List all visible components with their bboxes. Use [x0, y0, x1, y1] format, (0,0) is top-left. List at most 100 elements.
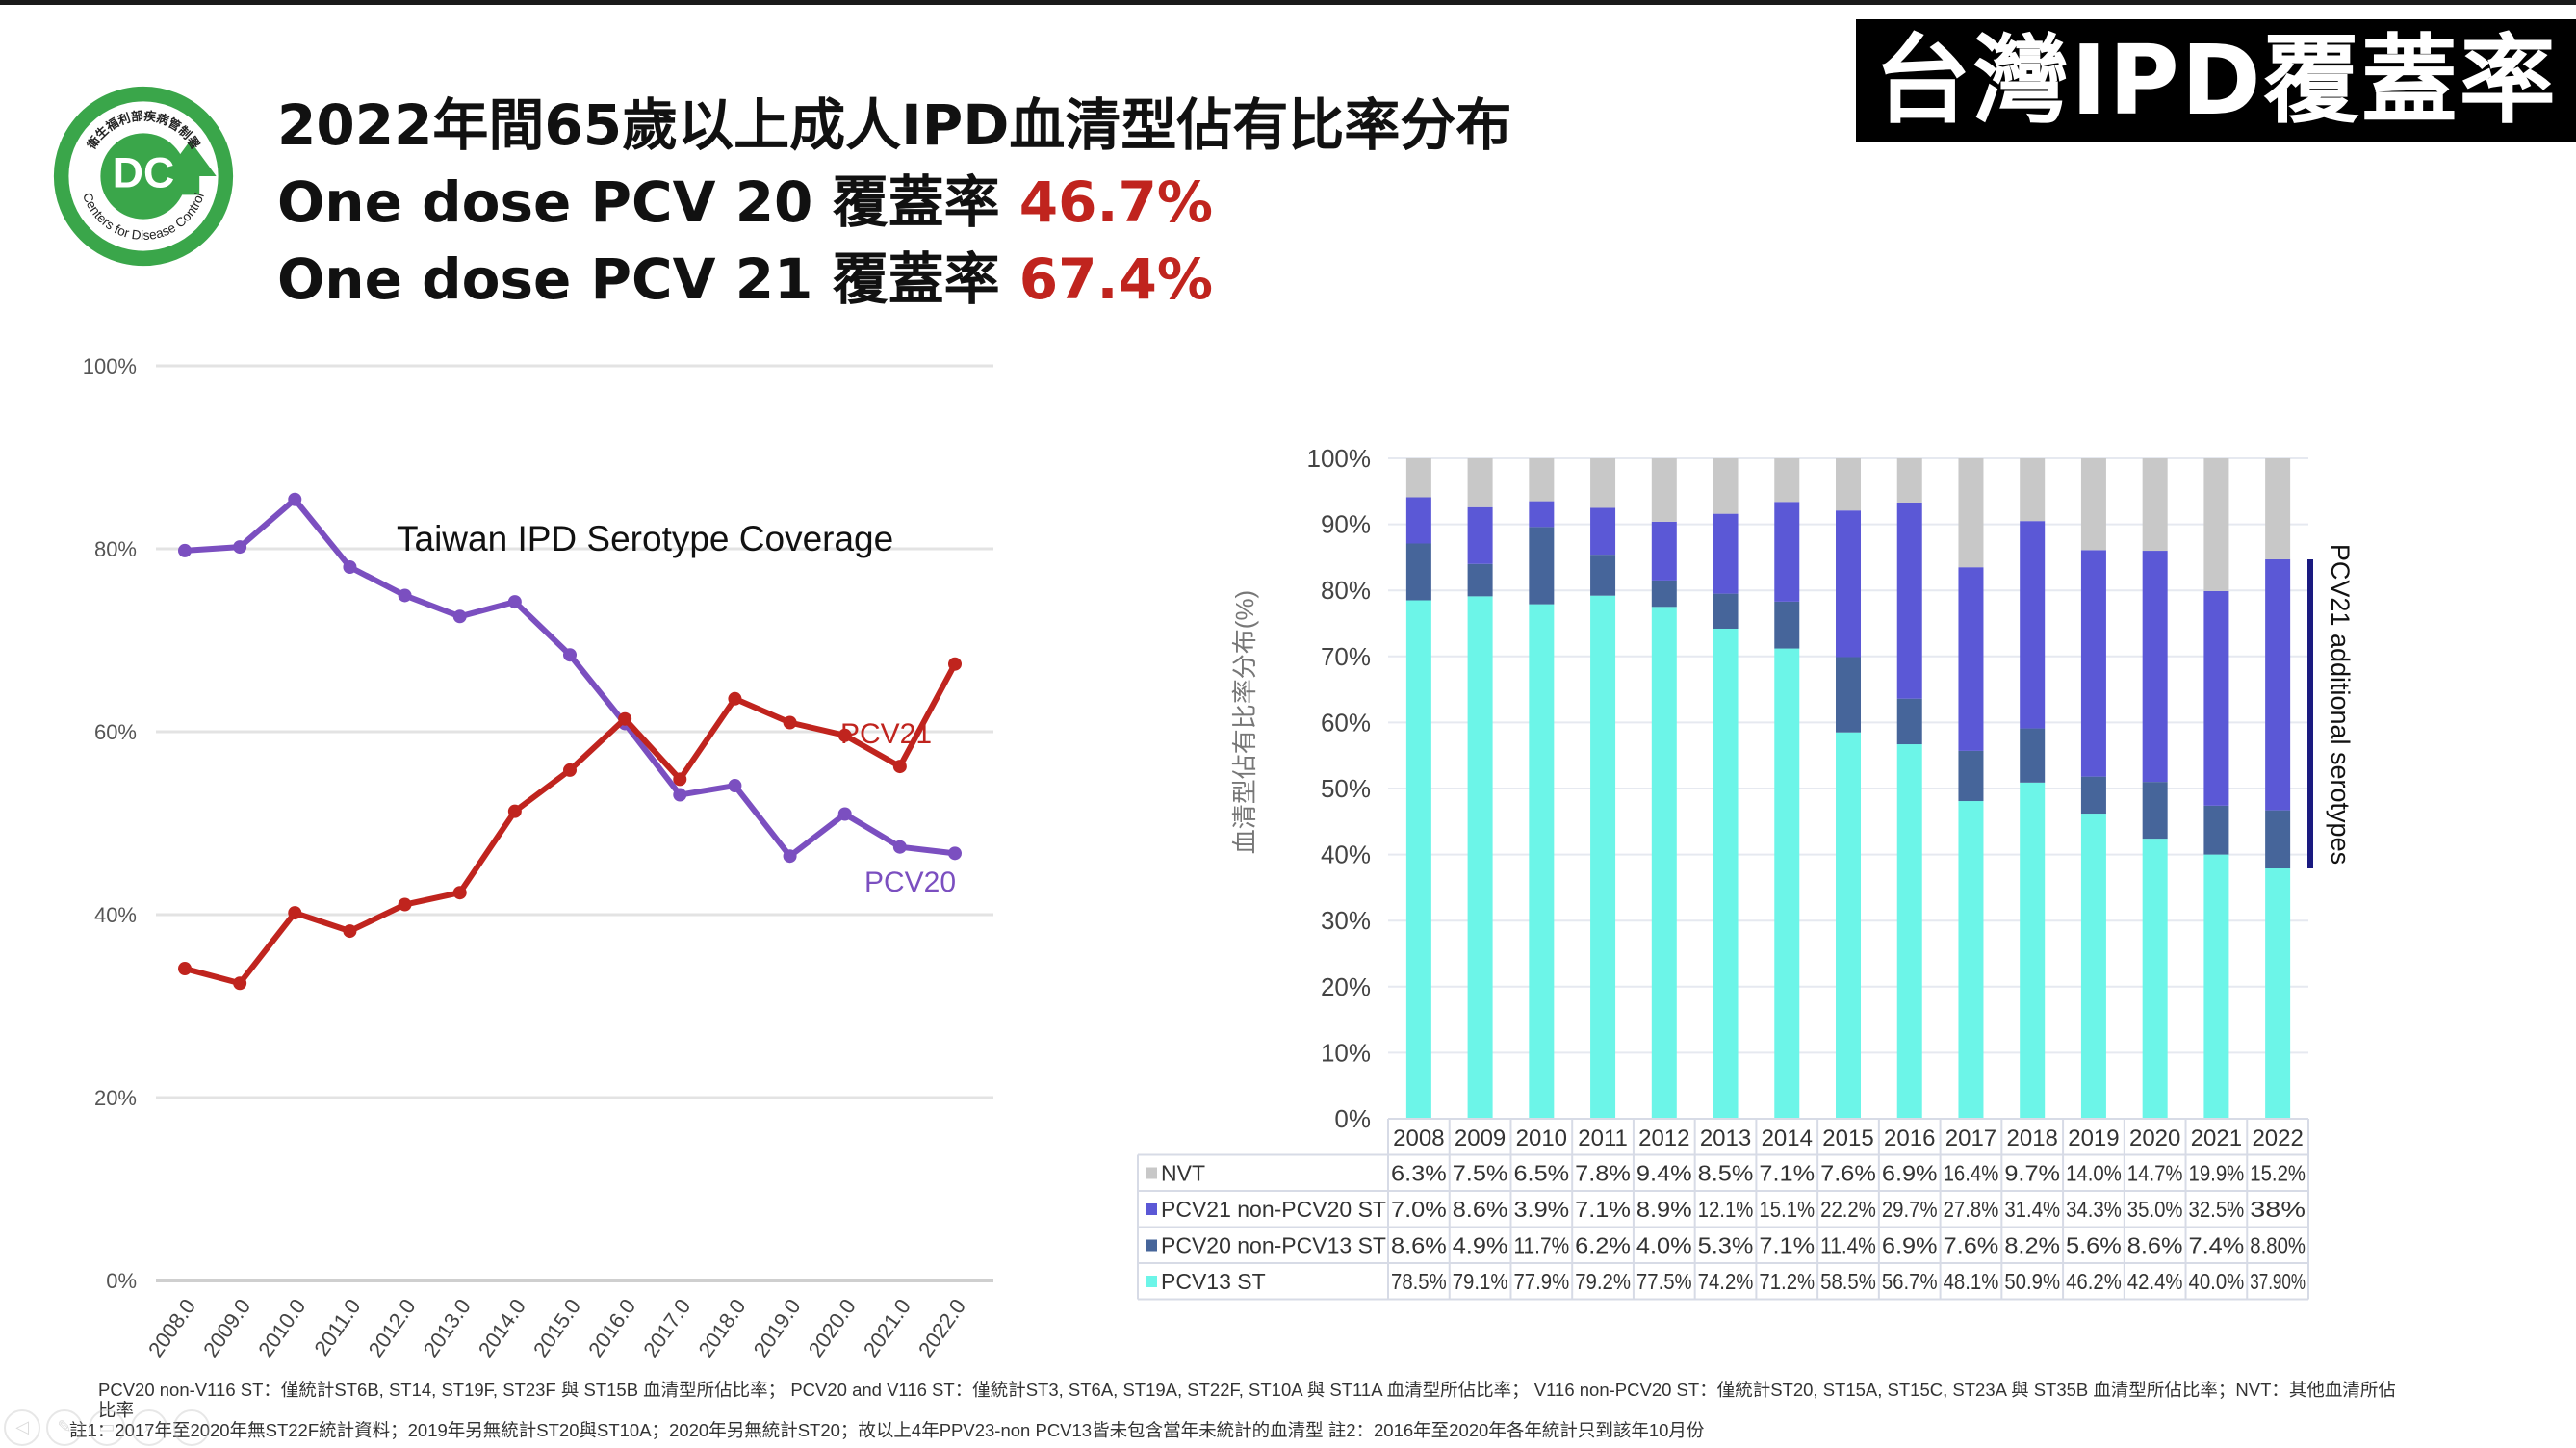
table-cell-value: 6.3%: [1391, 1161, 1447, 1186]
line-chart-title: Taiwan IPD Serotype Coverage: [397, 519, 893, 558]
y-tick-label: 90%: [1321, 510, 1371, 539]
pen-button[interactable]: ✎: [46, 1409, 83, 1446]
menu-button[interactable]: ⋯: [173, 1409, 210, 1446]
table-cell-value: 48.1%: [1944, 1269, 1999, 1294]
x-tick-label: 2019.0: [749, 1295, 806, 1361]
table-year-header: 2022: [2252, 1125, 2303, 1151]
table-year-header: 2014: [1762, 1125, 1813, 1151]
bar-segment-pcv13-st: [2080, 814, 2106, 1119]
table-cell-value: 34.3%: [2066, 1197, 2122, 1222]
table-cell-value: 6.9%: [1882, 1233, 1938, 1258]
pcv21-additional-annotation: PCV21 additional serotypes: [2326, 544, 2355, 865]
bar-segment-pcv13-st: [1529, 604, 1555, 1119]
data-point-pcv20: [288, 492, 302, 506]
bar-segment-nvt: [1467, 458, 1493, 507]
bar-segment-nvt: [1896, 458, 1922, 503]
y-tick-label: 100%: [83, 354, 137, 378]
table-year-header: 2017: [1945, 1125, 1996, 1151]
pcv20-coverage-line: One dose PCV 20 覆蓋率 46.7%: [277, 164, 1511, 241]
bar-chart-data-table: 2008 2009 2010 2011 2012 2013 2014 2015 2016 2017…: [1137, 1118, 2309, 1301]
bar-segment-pcv21-non-pcv20-st: [2020, 521, 2046, 729]
y-tick-label: 60%: [94, 720, 137, 744]
table-cell-value: 8.5%: [1698, 1161, 1754, 1186]
table-cell-value: 5.3%: [1698, 1233, 1754, 1258]
bar-segment-pcv20-non-pcv13-st: [2020, 728, 2046, 783]
pcv21-series-label: PCV21: [840, 718, 932, 750]
pcv21-coverage-value: 67.4%: [1018, 246, 1214, 312]
table-cell-value: 6.9%: [1882, 1161, 1938, 1186]
table-cell-value: 8.6%: [1453, 1197, 1508, 1222]
table-cell-value: 35.0%: [2127, 1197, 2183, 1222]
table-cell-value: 7.1%: [1759, 1233, 1815, 1258]
x-tick-label: 2020.0: [804, 1295, 861, 1361]
table-year-header: 2013: [1700, 1125, 1751, 1151]
bar-segment-pcv13-st: [2265, 868, 2291, 1119]
data-point-pcv21: [507, 804, 522, 818]
bar-segment-nvt: [1836, 458, 1861, 511]
table-cell-value: 7.6%: [1820, 1161, 1876, 1186]
taiwan-ipd-coverage-badge: 台灣IPD覆蓋率: [1856, 19, 2576, 142]
bar-segment-nvt: [2203, 458, 2229, 591]
zoom-button[interactable]: ⌕: [131, 1409, 167, 1446]
data-point-pcv21: [837, 728, 852, 742]
bar-segment-pcv21-non-pcv20-st: [1958, 567, 1984, 751]
bar-segment-pcv21-non-pcv20-st: [1467, 506, 1493, 564]
bar-segment-pcv13-st: [2203, 854, 2229, 1119]
table-cell-value: 32.5%: [2189, 1197, 2245, 1222]
table-cell-value: 11.4%: [1820, 1233, 1876, 1258]
bar-segment-pcv13-st: [2142, 839, 2168, 1119]
bar-segment-nvt: [1713, 458, 1739, 514]
x-tick-label: 2017.0: [638, 1295, 695, 1361]
data-point-pcv21: [398, 897, 412, 912]
prev-slide-button[interactable]: ◁: [4, 1409, 40, 1446]
bar-segment-nvt: [1405, 458, 1431, 498]
line-chart-series: [178, 492, 962, 991]
y-tick-label: 80%: [94, 537, 137, 561]
pcv20-series-label: PCV20: [864, 866, 956, 898]
legend-swatch: [1146, 1167, 1157, 1179]
bar-chart-y-ticks: 0% 10% 20% 30% 40% 50% 60% 70% 80% 90% 100%: [1307, 444, 1372, 1133]
table-cell-value: 46.2%: [2066, 1269, 2122, 1294]
highlighter-icon: ▭: [98, 1417, 116, 1437]
table-cell-value: 40.0%: [2189, 1269, 2245, 1294]
table-cell-value: 37.90%: [2250, 1269, 2306, 1294]
bar-segment-pcv21-non-pcv20-st: [2203, 590, 2229, 806]
table-year-header: 2020: [2129, 1125, 2180, 1151]
bar-chart-y-axis-label: 血清型佔有比率分布(%): [1230, 590, 1259, 854]
table-cell-value: 5.6%: [2066, 1233, 2122, 1258]
table-cell-value: 29.7%: [1882, 1197, 1938, 1222]
prev-icon: ◁: [15, 1417, 29, 1437]
bar-chart-bars: [1405, 458, 2291, 1119]
logo-mark: DC: [113, 150, 174, 197]
logo-core: [100, 133, 187, 220]
table-cell-value: 77.5%: [1636, 1269, 1692, 1294]
bar-segment-nvt: [1651, 458, 1677, 522]
x-tick-label: 2010.0: [253, 1295, 310, 1361]
bar-segment-pcv13-st: [1774, 648, 1800, 1119]
zoom-icon: ⌕: [143, 1417, 155, 1437]
bar-segment-nvt: [1590, 458, 1616, 508]
data-point-pcv21: [728, 691, 742, 706]
bar-segment-nvt: [1774, 458, 1800, 503]
legend-swatch: [1146, 1276, 1157, 1287]
x-tick-label: 2009.0: [198, 1295, 255, 1361]
data-point-pcv21: [673, 772, 687, 787]
highlighter-button[interactable]: ▭: [89, 1409, 125, 1446]
data-point-pcv21: [948, 657, 962, 671]
data-point-pcv21: [343, 924, 357, 939]
bar-segment-nvt: [2020, 458, 2046, 522]
table-year-header: 2011: [1578, 1125, 1628, 1151]
table-year-header: 2018: [2007, 1125, 2058, 1151]
data-point-pcv21: [452, 886, 467, 900]
bar-segment-pcv21-non-pcv20-st: [1774, 502, 1800, 602]
bar-segment-pcv21-non-pcv20-st: [1529, 501, 1555, 528]
slideshow-controls: ◁ ✎ ▭ ⌕ ⋯: [4, 1409, 210, 1446]
table-cell-value: 6.5%: [1513, 1161, 1569, 1186]
bar-segment-pcv13-st: [1958, 801, 1984, 1119]
x-tick-label: 2018.0: [693, 1295, 750, 1361]
table-year-header: 2016: [1884, 1125, 1935, 1151]
y-tick-label: 70%: [1321, 642, 1371, 671]
table-year-header: 2015: [1822, 1125, 1873, 1151]
table-cell-value: 79.2%: [1575, 1269, 1631, 1294]
pcv21-coverage-line: One dose PCV 21 覆蓋率 67.4%: [277, 241, 1511, 318]
